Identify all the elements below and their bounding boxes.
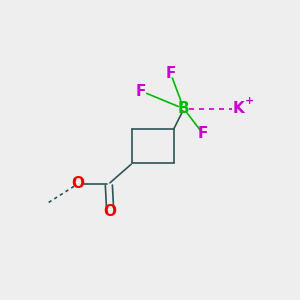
Text: O: O [104, 204, 117, 219]
Text: F: F [136, 84, 146, 99]
Text: K: K [232, 101, 244, 116]
Text: F: F [165, 66, 176, 81]
Text: B: B [178, 101, 190, 116]
Text: +: + [245, 95, 254, 106]
Text: F: F [198, 126, 208, 141]
Text: O: O [71, 176, 84, 191]
